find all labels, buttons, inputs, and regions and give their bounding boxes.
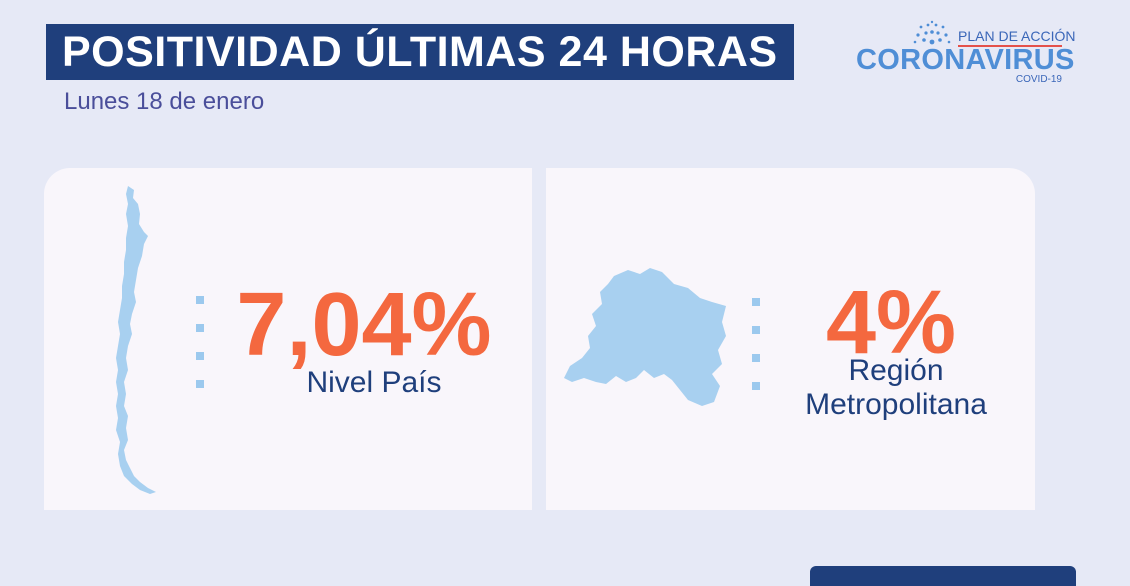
regional-label-line2: Metropolitana: [805, 388, 987, 421]
logo-divider: [958, 45, 1062, 47]
national-positivity-value: 7,04%: [236, 275, 492, 375]
national-positivity-label: Nivel País: [306, 366, 442, 399]
logo-covid-text: COVID-19: [1015, 74, 1062, 85]
logo-main-text: CORONAVIRUS: [856, 44, 1075, 76]
regional-label-line1: Región: [848, 354, 944, 387]
chile-map-icon: [116, 186, 156, 494]
divider-dots: [196, 296, 206, 392]
footer-tab: [810, 566, 1076, 586]
logo-plan-text: PLAN DE ACCIÓN: [958, 28, 1076, 44]
national-positivity-card: 7,04% Nivel País: [44, 168, 532, 510]
region-metropolitana-map-icon: [564, 268, 726, 406]
regional-positivity-card: 4% Región Metropolitana: [546, 168, 1035, 510]
report-date: Lunes 18 de enero: [64, 88, 265, 115]
regional-positivity-value: 4%: [825, 273, 957, 373]
page-title: POSITIVIDAD ÚLTIMAS 24 HORAS: [46, 24, 794, 80]
page-title-text: POSITIVIDAD ÚLTIMAS 24 HORAS: [62, 27, 778, 76]
divider-dots: [752, 298, 762, 394]
gov-emblem-icon: [913, 20, 951, 45]
regional-positivity-label: Región Metropolitana: [776, 354, 1016, 422]
coronavirus-logo: PLAN DE ACCIÓN CORONAVIRUS COVID-19: [854, 20, 1075, 88]
